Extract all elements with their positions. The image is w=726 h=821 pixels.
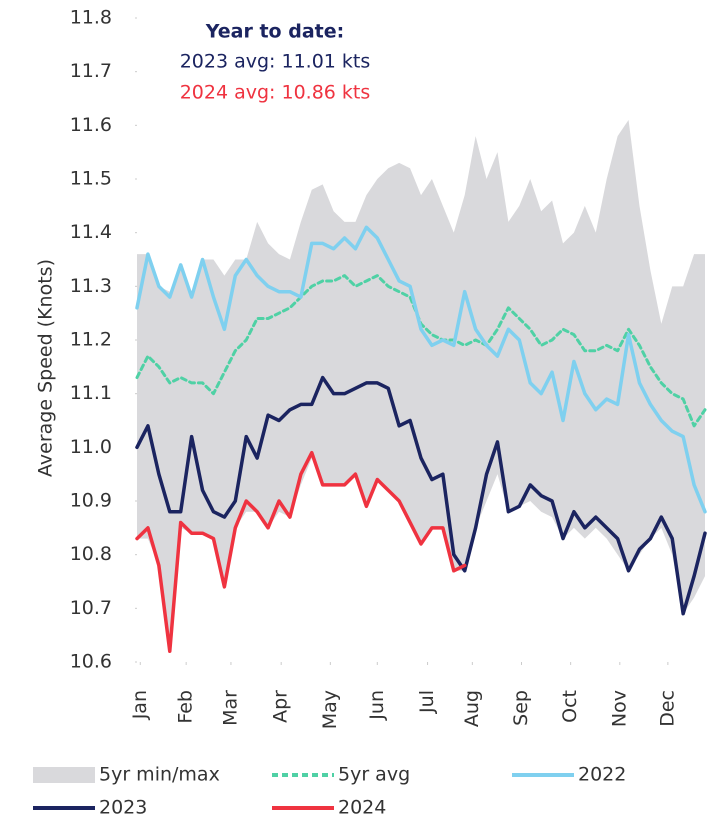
x-tick-label: Mar	[219, 690, 241, 726]
y-tick-label: 11.7	[70, 60, 112, 82]
min-max-band	[137, 119, 705, 652]
annotation-title: Year to date:	[205, 21, 344, 43]
legend-label: 5yr min/max	[99, 764, 220, 786]
legend-label: 2023	[99, 797, 147, 819]
y-tick-label: 11.3	[70, 275, 112, 297]
legend-swatch	[33, 767, 95, 783]
y-tick-label: 11.5	[70, 168, 112, 190]
x-tick-label: Dec	[656, 690, 678, 727]
x-tick-label: Apr	[270, 690, 292, 723]
y-axis-label: Average Speed (Knots)	[35, 259, 57, 477]
y-tick-label: 11.4	[70, 221, 112, 243]
legend-label: 5yr avg	[338, 764, 410, 786]
x-tick-label: Jul	[416, 690, 438, 714]
y-tick-label: 11.1	[70, 382, 112, 404]
series-line	[135, 375, 707, 616]
y-tick-label: 10.7	[70, 597, 112, 619]
y-tick-label: 11.2	[70, 329, 112, 351]
annotation: 2024 avg: 10.86 kts	[180, 82, 371, 104]
plot	[137, 119, 705, 652]
x-tick-label: May	[319, 690, 341, 729]
legend-label: 2022	[578, 764, 626, 786]
y-tick-label: 10.6	[70, 651, 112, 673]
x-tick-label: Jun	[366, 690, 388, 721]
y-tick-label: 11.0	[70, 436, 112, 458]
x-tick-label: Aug	[461, 690, 483, 727]
x-tick-label: Oct	[559, 690, 581, 723]
series-line	[135, 225, 707, 514]
annotation: 2023 avg: 11.01 kts	[180, 51, 371, 73]
x-tick-label: Sep	[510, 690, 532, 726]
legend-label: 2024	[338, 797, 386, 819]
x-tick-label: Nov	[608, 690, 630, 727]
x-tick-label: Jan	[129, 690, 151, 720]
x-tick-label: Feb	[175, 690, 197, 724]
y-tick-label: 11.6	[70, 114, 112, 136]
y-tick-label: 11.8	[70, 7, 112, 29]
series-line	[135, 450, 467, 654]
y-tick-label: 10.8	[70, 543, 112, 565]
y-tick-label: 10.9	[70, 490, 112, 512]
